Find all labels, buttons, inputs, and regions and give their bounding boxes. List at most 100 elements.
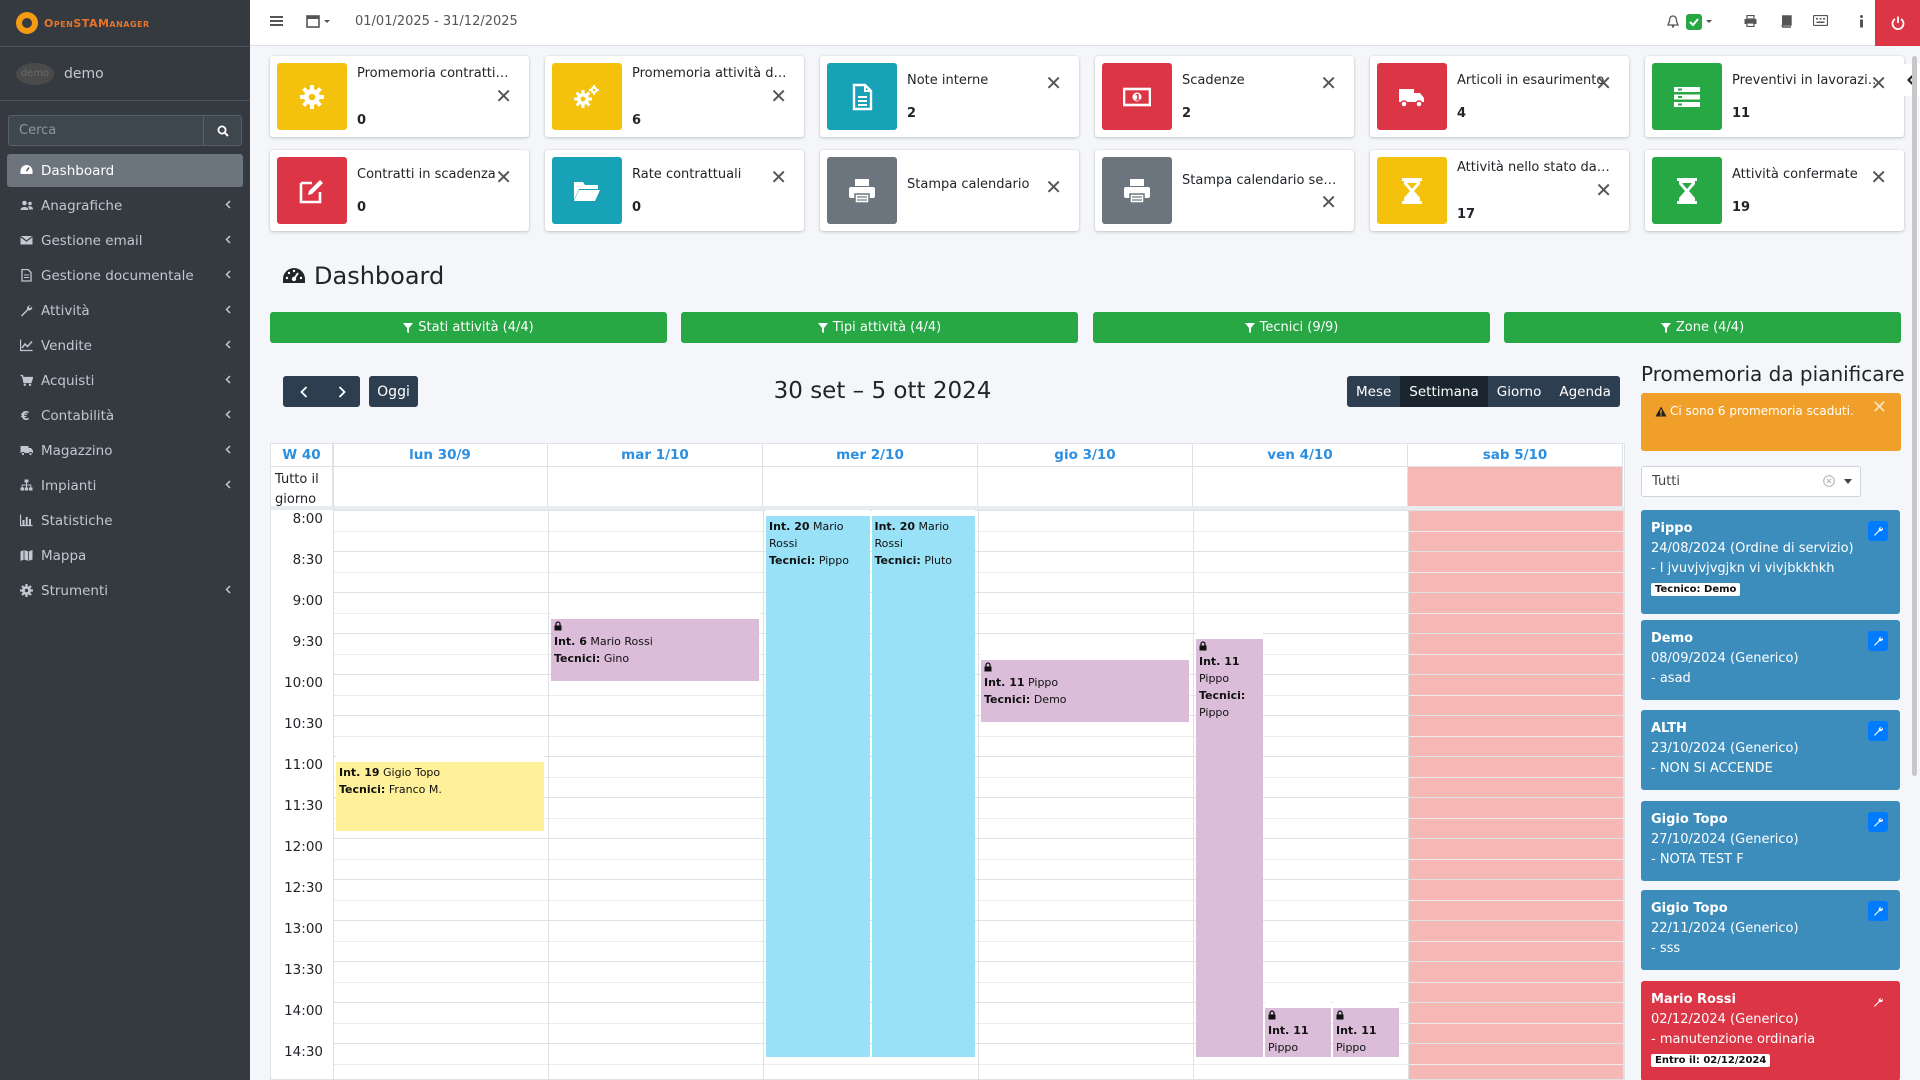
plan-reminder-button[interactable]: [1868, 721, 1888, 741]
allday-cell[interactable]: [1193, 466, 1408, 506]
logout-button[interactable]: [1875, 0, 1920, 46]
book-icon[interactable]: [1780, 15, 1792, 28]
calendar-event[interactable]: Int. 11 Pippo Tecnici: Demo: [981, 653, 1189, 722]
view-mese-button[interactable]: Mese: [1347, 376, 1401, 407]
clear-select-icon[interactable]: [1823, 475, 1835, 487]
allday-cell[interactable]: [333, 466, 548, 506]
widget-articoli-in-esaurimento[interactable]: Articoli in esaurimento 4 ✕: [1370, 56, 1629, 137]
calendar-event[interactable]: Int. 20 Mario Rossi Tecnici: Pluto: [871, 510, 975, 1057]
widget-stampa-calendario-settimanale[interactable]: Stampa calendario settimanale ✕: [1095, 150, 1354, 231]
user-name[interactable]: demo: [64, 65, 104, 82]
day-header[interactable]: gio 3/10: [978, 444, 1193, 466]
widget-contratti-in-scadenza[interactable]: Contratti in scadenza 0 ✕: [270, 150, 529, 231]
check-badge-icon[interactable]: [1686, 14, 1714, 30]
close-icon[interactable]: ✕: [1595, 178, 1612, 202]
calendar-event[interactable]: Int. 19 Gigio Topo Tecnici: Franco M.: [336, 756, 544, 832]
user-panel[interactable]: demo demo: [0, 47, 250, 101]
widget-preventivi-in-lavorazione[interactable]: Preventivi in lavorazione 11 ✕: [1645, 56, 1904, 137]
view-settimana-button[interactable]: Settimana: [1400, 376, 1488, 407]
day-header[interactable]: mer 2/10: [763, 444, 978, 466]
close-icon[interactable]: ✕: [1870, 165, 1887, 189]
filter-stati-attivita-44-button[interactable]: Stati attività (4/4): [270, 312, 667, 343]
calendar-next-button[interactable]: [324, 376, 360, 407]
page-scrollbar[interactable]: [1912, 56, 1917, 776]
plan-reminder-button[interactable]: [1868, 521, 1888, 541]
widget-rate-contrattuali[interactable]: Rate contrattuali 0 ✕: [545, 150, 804, 231]
allday-cell[interactable]: [978, 466, 1193, 506]
collapse-right-panel-button[interactable]: [1902, 64, 1920, 96]
sidebar-item-attivita[interactable]: Attività: [7, 294, 243, 327]
hamburger-menu-icon[interactable]: [270, 15, 283, 27]
calendar-today-button[interactable]: Oggi: [369, 376, 418, 407]
widget-attivita-nello-stato-da-programmare[interactable]: Attività nello stato da programmare 17 ✕: [1370, 150, 1629, 231]
sidebar-item-gestione-email[interactable]: Gestione email: [7, 224, 243, 257]
filter-zone-44-button[interactable]: Zone (4/4): [1504, 312, 1901, 343]
allday-cell[interactable]: [548, 466, 763, 506]
reminder-card[interactable]: Demo 08/09/2024 (Generico) - asad: [1641, 620, 1900, 700]
brand-logo[interactable]: OpenSTAManager: [0, 0, 250, 47]
widget-attivita-confermate[interactable]: Attività confermate 19 ✕: [1645, 150, 1904, 231]
widget-note-interne[interactable]: Note interne 2 ✕: [820, 56, 1079, 137]
close-icon[interactable]: ✕: [1320, 71, 1337, 95]
reminder-card[interactable]: Gigio Topo 22/11/2024 (Generico) - sss: [1641, 890, 1900, 970]
search-input[interactable]: [8, 115, 203, 146]
sidebar-item-acquisti[interactable]: Acquisti: [7, 364, 243, 397]
close-icon[interactable]: ✕: [770, 165, 787, 189]
bell-icon[interactable]: [1667, 15, 1679, 28]
sidebar-item-impianti[interactable]: Impianti: [7, 469, 243, 502]
reminder-card[interactable]: ALTH 23/10/2024 (Generico) - NON SI ACCEND…: [1641, 710, 1900, 790]
sidebar-item-dashboard[interactable]: Dashboard: [7, 154, 243, 187]
search-button[interactable]: [203, 115, 242, 146]
day-header[interactable]: sab 5/10: [1408, 444, 1623, 466]
close-icon[interactable]: ✕: [495, 84, 512, 108]
view-agenda-button[interactable]: Agenda: [1550, 376, 1620, 407]
info-icon[interactable]: [1859, 15, 1864, 28]
sidebar-item-anagrafiche[interactable]: Anagrafiche: [7, 189, 243, 222]
widget-stampa-calendario[interactable]: Stampa calendario ✕: [820, 150, 1079, 231]
reminder-card[interactable]: Mario Rossi 02/12/2024 (Generico) - manute…: [1641, 981, 1900, 1080]
calendar-dropdown-icon[interactable]: [306, 14, 332, 28]
filter-tecnici-99-button[interactable]: Tecnici (9/9): [1093, 312, 1490, 343]
close-icon[interactable]: ✕: [1595, 71, 1612, 95]
day-header[interactable]: mar 1/10: [548, 444, 763, 466]
allday-cell[interactable]: [1408, 466, 1623, 506]
view-giorno-button[interactable]: Giorno: [1487, 376, 1551, 407]
plan-reminder-button[interactable]: [1868, 812, 1888, 832]
date-range[interactable]: 01/01/2025 - 31/12/2025: [355, 14, 518, 29]
sidebar-item-mappa[interactable]: Mappa: [7, 539, 243, 572]
day-header[interactable]: lun 30/9: [333, 444, 548, 466]
close-icon[interactable]: ✕: [1320, 190, 1337, 214]
print-icon[interactable]: [1744, 15, 1757, 27]
reminder-card[interactable]: Pippo 24/08/2024 (Ordine di servizio) - l …: [1641, 510, 1900, 614]
calendar-event[interactable]: Int. 11 Pippo Tecnici: Pippo: [1196, 633, 1263, 1057]
filter-tipi-attivita-44-button[interactable]: Tipi attività (4/4): [681, 312, 1078, 343]
close-icon[interactable]: ✕: [1045, 71, 1062, 95]
widget-promemoria-contratti-da-pianificare[interactable]: Promemoria contratti da pianificare 0 ✕: [270, 56, 529, 137]
sidebar-item-magazzino[interactable]: Magazzino: [7, 434, 243, 467]
close-icon[interactable]: ✕: [495, 165, 512, 189]
plan-reminder-button[interactable]: [1868, 631, 1888, 651]
calendar-event[interactable]: Int. 20 Mario Rossi Tecnici: Pippo: [766, 510, 870, 1057]
reminder-card[interactable]: Gigio Topo 27/10/2024 (Generico) - NOTA TE…: [1641, 801, 1900, 881]
dropdown-caret-icon[interactable]: [1844, 479, 1852, 484]
sidebar-item-gestione-documentale[interactable]: Gestione documentale: [7, 259, 243, 292]
calendar-prev-button[interactable]: [283, 376, 324, 407]
plan-reminder-button[interactable]: [1868, 901, 1888, 921]
close-icon[interactable]: ✕: [1870, 71, 1887, 95]
reminder-filter-select[interactable]: Tutti: [1641, 466, 1861, 497]
sidebar-item-strumenti[interactable]: Strumenti: [7, 574, 243, 607]
sidebar-item-contabilita[interactable]: € Contabilità: [7, 399, 243, 432]
allday-cell[interactable]: [763, 466, 978, 506]
plan-reminder-button[interactable]: [1868, 992, 1888, 1012]
widget-promemoria-attivita-da-pianificare[interactable]: Promemoria attività da pianificare 6 ✕: [545, 56, 804, 137]
sidebar-item-vendite[interactable]: Vendite: [7, 329, 243, 362]
close-icon[interactable]: ✕: [1045, 175, 1062, 199]
keyboard-icon[interactable]: [1813, 15, 1828, 26]
widget-scadenze[interactable]: 1 Scadenze 2 ✕: [1095, 56, 1354, 137]
calendar-event[interactable]: Int. 6 Mario Rossi Tecnici: Gino: [551, 612, 759, 681]
close-icon[interactable]: ✕: [770, 84, 787, 108]
sidebar-item-statistiche[interactable]: Statistiche: [7, 504, 243, 537]
day-header[interactable]: ven 4/10: [1193, 444, 1408, 466]
